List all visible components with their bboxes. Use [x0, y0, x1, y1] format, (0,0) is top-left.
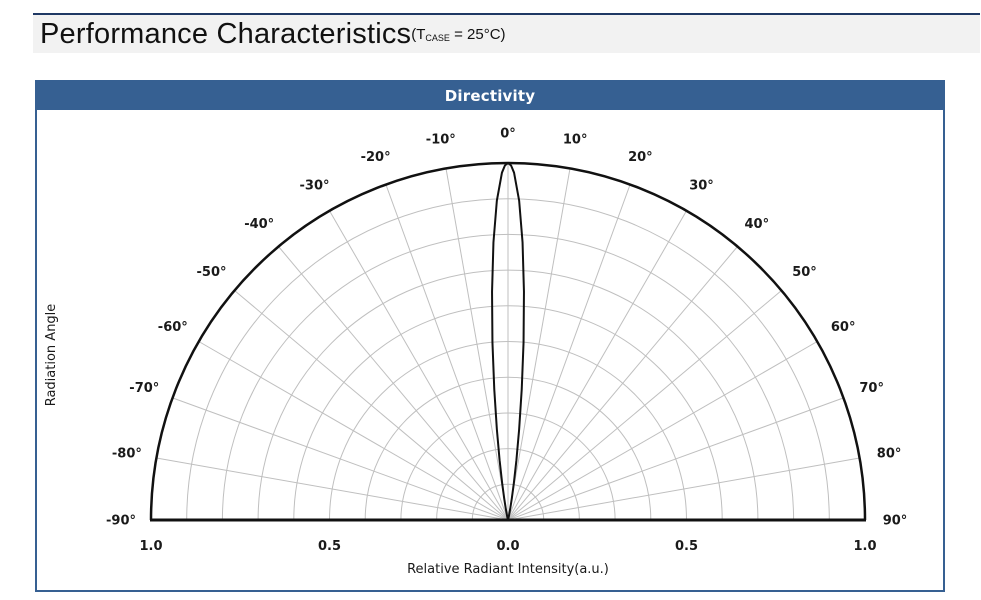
angle-tick-label: -20°: [361, 150, 391, 165]
angle-tick-label: -30°: [300, 178, 330, 193]
angle-tick-label: -70°: [129, 381, 159, 396]
page-title-band: Performance Characteristics (TCASE = 25°C…: [33, 15, 980, 53]
angle-tick-label: -60°: [158, 320, 188, 335]
angle-tick-label: -90°: [106, 514, 136, 529]
angle-tick-label: 70°: [859, 381, 884, 396]
angle-tick-label: 10°: [563, 132, 588, 147]
condition-prefix: (T: [411, 25, 426, 43]
chart-title: Directivity: [444, 87, 536, 105]
title-top-rule: [33, 13, 980, 15]
polar-grid-arc: [329, 341, 687, 521]
polar-grid-arc: [221, 233, 795, 521]
angle-tick-label: -80°: [112, 446, 142, 461]
chart-body: -90° -80° -70° -60° -50° -40° -30° -20° -10° 0° 10…: [37, 110, 943, 590]
x-axis-title: Relative Radiant Intensity(a.u.): [407, 562, 609, 577]
chart-title-bar: Directivity: [37, 82, 943, 110]
polar-grid-arc: [186, 198, 830, 521]
page-title-condition: (TCASE = 25°C): [411, 26, 505, 43]
directivity-lobe: [491, 162, 525, 520]
angle-tick-label: 0°: [500, 127, 516, 142]
angle-tick-label: 90°: [883, 514, 908, 529]
radial-tick-label: 1.0: [139, 539, 162, 554]
angle-tick-label: 50°: [792, 265, 817, 280]
polar-grid-arc: [436, 448, 580, 521]
angle-tick-label: 40°: [745, 217, 770, 232]
radial-tick-label: 1.0: [853, 539, 876, 554]
angle-tick-label: 60°: [831, 320, 856, 335]
angle-tick-label: 30°: [689, 178, 714, 193]
angle-tick-label: -10°: [426, 132, 456, 147]
page-title: Performance Characteristics: [40, 17, 412, 50]
polar-grid-arc: [471, 483, 545, 521]
y-axis-title: Radiation Angle: [44, 304, 59, 407]
polar-grid-arc: [364, 376, 652, 521]
angle-tick-label: -40°: [244, 217, 274, 232]
angle-tick-label: 80°: [877, 446, 902, 461]
radial-tick-label: 0.5: [675, 539, 698, 554]
angle-tick-label: 20°: [628, 150, 653, 165]
radial-tick-label: 0.0: [496, 539, 519, 554]
directivity-polar-chart: -90° -80° -70° -60° -50° -40° -30° -20° -10° 0° 10…: [44, 127, 908, 577]
radial-tick-label: 0.5: [318, 539, 341, 554]
polar-grid-arc: [293, 305, 723, 521]
condition-subscript: CASE: [425, 32, 450, 43]
directivity-panel: Directivity -90° -80° -70° -60° -50° -40° -30°…: [35, 80, 945, 592]
condition-suffix: = 25°C): [449, 25, 506, 43]
angle-tick-label: -50°: [197, 265, 227, 280]
polar-grid-arc: [400, 412, 616, 521]
polar-grid-arc: [257, 269, 759, 521]
